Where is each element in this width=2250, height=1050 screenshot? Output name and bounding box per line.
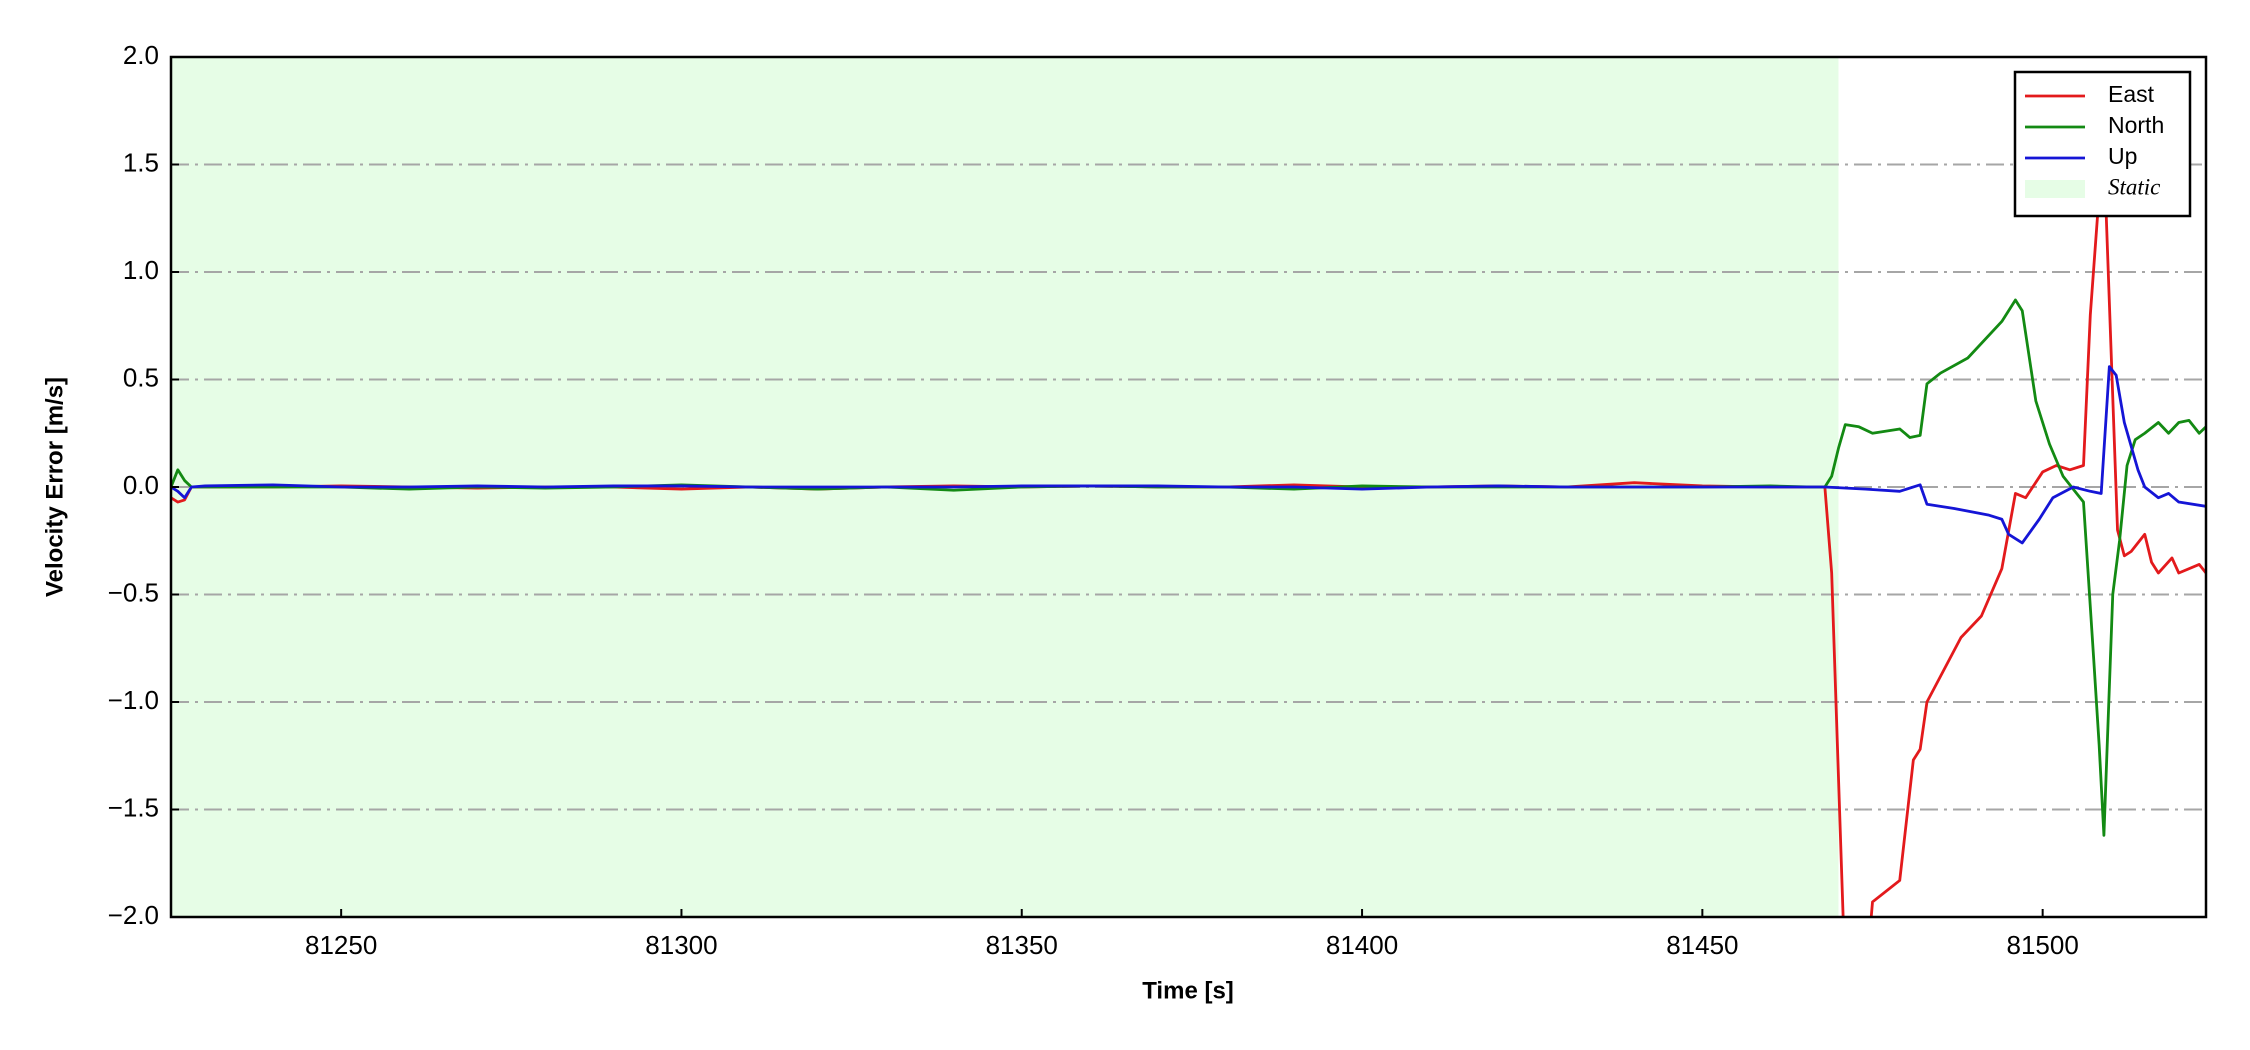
legend-label: North	[2108, 112, 2164, 138]
series-line	[171, 365, 2206, 545]
y-tick-label: 0.5	[123, 362, 159, 392]
x-tick-label: 81250	[305, 930, 377, 960]
plot-frame	[169, 55, 2208, 919]
y-tick-label: −0.5	[108, 577, 159, 607]
y-tick-label: −1.0	[108, 685, 159, 715]
x-tick-label: 81300	[645, 930, 717, 960]
legend-swatch	[2025, 180, 2085, 198]
legend-label: East	[2108, 81, 2155, 107]
y-tick-label: −2.0	[108, 900, 159, 930]
y-tick-label: 1.0	[123, 255, 159, 285]
plot-area	[171, 57, 2206, 917]
legend-label: Static	[2108, 174, 2160, 199]
x-axis-label: Time [s]	[1142, 977, 1234, 1004]
y-tick-label: 0.0	[123, 470, 159, 500]
x-tick-label: 81500	[2006, 930, 2078, 960]
y-tick-label: 2.0	[123, 40, 159, 70]
x-tick-label: 81400	[1326, 930, 1398, 960]
y-tick-label: −1.5	[108, 792, 159, 822]
y-tick-label: 1.5	[123, 147, 159, 177]
x-tick-label: 81350	[986, 930, 1058, 960]
legend-label: Up	[2108, 143, 2137, 169]
x-tick-label: 81450	[1666, 930, 1738, 960]
y-axis-label: Velocity Error [m/s]	[41, 377, 68, 597]
